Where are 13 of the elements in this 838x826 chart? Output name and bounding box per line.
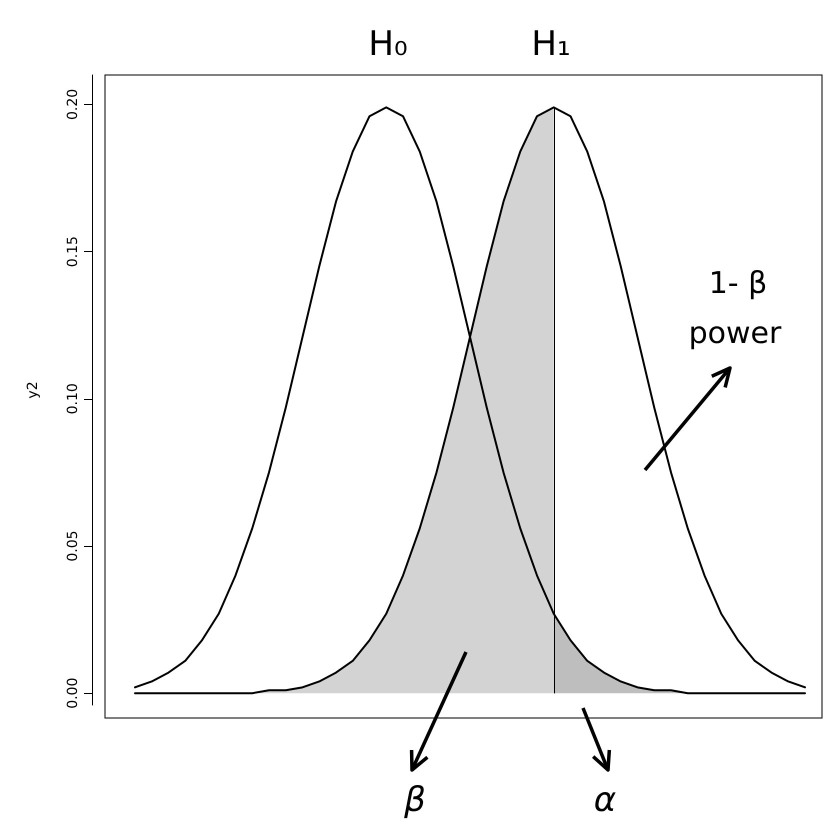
line-series	[134, 106, 806, 694]
y-tick-label: 0.00	[65, 678, 81, 709]
text: α	[594, 780, 616, 820]
y-tick-label: 0.15	[65, 236, 81, 268]
text: β	[403, 780, 426, 820]
y-tick-label: 0.20	[65, 88, 81, 120]
annotation: power	[688, 316, 782, 350]
text: H₁	[531, 24, 571, 64]
y-tick-label: 0.10	[65, 383, 81, 414]
y-axis-title: y2	[25, 381, 41, 399]
text: H₀	[368, 24, 408, 64]
y-tick-label: 0.05	[65, 530, 81, 562]
annotation: 1- β	[708, 266, 768, 300]
